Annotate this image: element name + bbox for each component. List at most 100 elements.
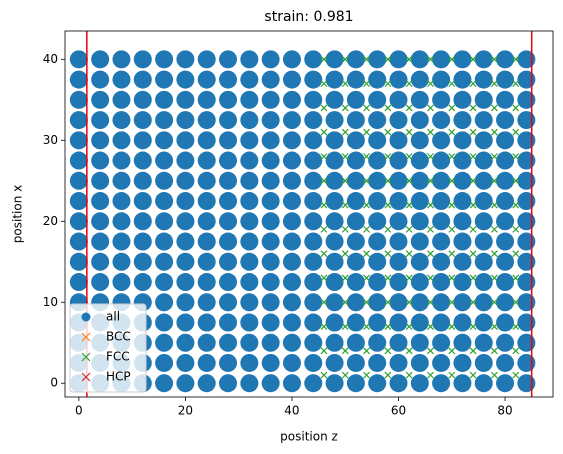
point: [240, 374, 259, 393]
point: [368, 232, 387, 251]
point: [427, 250, 434, 258]
point: [517, 252, 536, 271]
point: [197, 273, 216, 292]
point: [91, 273, 110, 292]
point: [427, 177, 434, 185]
point: [512, 153, 520, 160]
point: [363, 298, 370, 306]
point: [474, 333, 493, 352]
point: [389, 131, 408, 150]
point: [320, 55, 328, 63]
point: [261, 50, 280, 69]
point: [282, 131, 301, 150]
point: [155, 131, 174, 150]
point: [304, 252, 323, 271]
point: [261, 293, 280, 312]
point: [432, 171, 451, 190]
point: [368, 50, 387, 69]
point: [176, 273, 195, 292]
point: [240, 90, 259, 109]
point: [469, 177, 477, 185]
point: [197, 171, 216, 190]
point: [490, 323, 498, 330]
point: [389, 273, 408, 292]
point: [176, 313, 195, 332]
point: [341, 153, 349, 160]
point: [261, 353, 280, 372]
point: [155, 111, 174, 130]
point: [512, 274, 520, 282]
point: [368, 313, 387, 332]
point: [320, 371, 328, 379]
point: [389, 374, 408, 393]
point: [325, 212, 344, 231]
point: [368, 131, 387, 150]
point: [432, 70, 451, 89]
point: [325, 273, 344, 292]
point: [389, 171, 408, 190]
point: [261, 333, 280, 352]
point: [341, 128, 349, 136]
point: [469, 128, 477, 136]
point: [155, 151, 174, 170]
point: [512, 104, 520, 112]
point: [389, 70, 408, 89]
point: [368, 374, 387, 393]
point: [389, 212, 408, 231]
point: [282, 374, 301, 393]
point: [91, 171, 110, 190]
point: [453, 70, 472, 89]
point: [304, 171, 323, 190]
point: [325, 111, 344, 130]
point: [448, 128, 456, 136]
point: [219, 232, 238, 251]
point: [155, 252, 174, 271]
point: [474, 131, 493, 150]
point: [282, 192, 301, 211]
point: [69, 151, 88, 170]
point: [346, 353, 365, 372]
point: [453, 131, 472, 150]
point: [368, 333, 387, 352]
point: [410, 192, 429, 211]
point: [517, 50, 536, 69]
point: [384, 298, 392, 306]
point: [410, 90, 429, 109]
point: [427, 128, 434, 136]
point: [112, 111, 131, 130]
point: [496, 50, 515, 69]
point: [91, 192, 110, 211]
point: [363, 274, 370, 282]
point: [91, 212, 110, 231]
point: [410, 353, 429, 372]
point: [363, 323, 370, 330]
point: [219, 273, 238, 292]
point: [176, 252, 195, 271]
x-tick-label: 0: [75, 404, 83, 418]
point: [304, 70, 323, 89]
point: [282, 171, 301, 190]
point: [474, 90, 493, 109]
point: [133, 111, 152, 130]
point: [325, 252, 344, 271]
point: [432, 252, 451, 271]
point: [346, 212, 365, 231]
point: [474, 374, 493, 393]
point: [405, 274, 413, 282]
point: [112, 151, 131, 170]
point: [469, 225, 477, 233]
point: [474, 151, 493, 170]
point: [410, 374, 429, 393]
point: [427, 153, 434, 160]
point: [517, 70, 536, 89]
point: [197, 50, 216, 69]
point: [410, 313, 429, 332]
point: [282, 151, 301, 170]
point: [496, 374, 515, 393]
point: [410, 111, 429, 130]
point: [469, 347, 477, 355]
point: [490, 80, 498, 88]
point: [320, 274, 328, 282]
point: [240, 111, 259, 130]
